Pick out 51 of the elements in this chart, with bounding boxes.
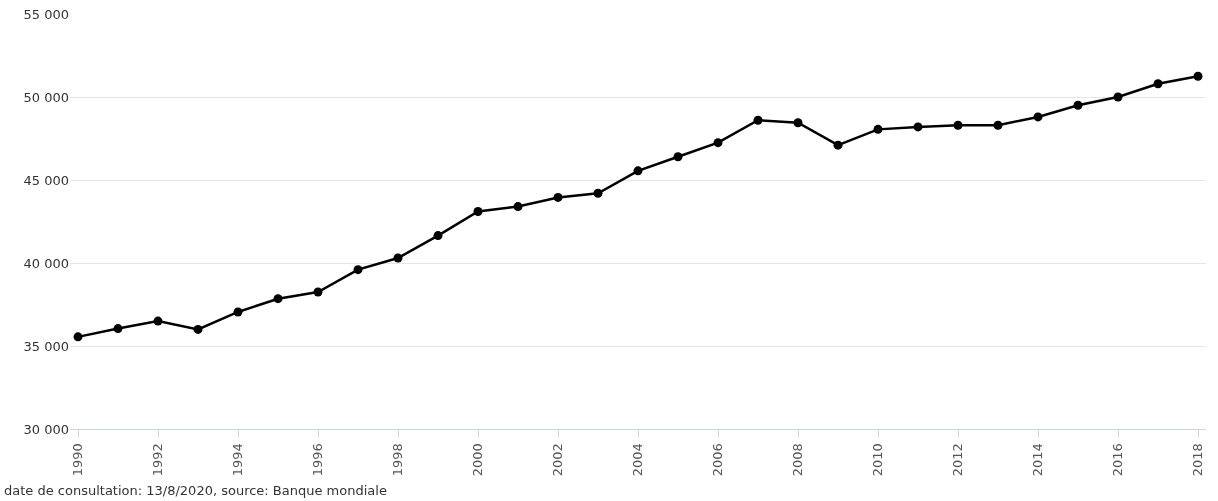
- x-tick-label: 2014: [1030, 443, 1046, 477]
- point: [473, 207, 483, 217]
- x-tick-label: 2006: [710, 443, 726, 477]
- point: [193, 324, 203, 334]
- x-tick-label: 2002: [550, 443, 566, 477]
- y-tick-label: 50 000: [23, 89, 69, 105]
- point: [1113, 92, 1123, 102]
- point: [353, 265, 363, 275]
- point: [273, 294, 283, 304]
- point: [953, 120, 963, 130]
- point: [873, 124, 883, 134]
- x-tick-label: 2018: [1190, 443, 1206, 477]
- x-tick-label: 1992: [150, 443, 166, 477]
- point: [633, 166, 643, 176]
- point: [713, 138, 723, 148]
- point: [313, 287, 323, 297]
- x-tick-label: 1994: [230, 443, 246, 477]
- point: [73, 332, 83, 342]
- point: [113, 324, 123, 334]
- point: [433, 231, 443, 241]
- x-tick-label: 2012: [950, 443, 966, 477]
- point: [1033, 112, 1043, 122]
- point: [593, 188, 603, 198]
- x-tick-label: 1998: [390, 443, 406, 477]
- point: [553, 192, 563, 202]
- text: date de consultation: 13/8/2020, source: Banque mondiale: [4, 483, 387, 498]
- y-tick-label: 30 000: [23, 421, 69, 437]
- point: [793, 118, 803, 128]
- point: [753, 115, 763, 125]
- y-tick-label: 55 000: [23, 6, 69, 22]
- x-tick-label: 2016: [1110, 443, 1126, 477]
- point: [673, 152, 683, 162]
- x-tick-label: 2000: [470, 443, 486, 477]
- point: [153, 316, 163, 326]
- point: [833, 140, 843, 150]
- point: [1073, 100, 1083, 110]
- point: [233, 307, 243, 317]
- x-tick-label: 2010: [870, 443, 886, 477]
- y-tick-label: 40 000: [23, 255, 69, 271]
- point: [913, 122, 923, 132]
- x-tick-label: 2008: [790, 443, 806, 477]
- x-tick-label: 1996: [310, 443, 326, 477]
- point: [513, 202, 523, 212]
- y-tick-label: 35 000: [23, 338, 69, 354]
- point: [1153, 79, 1163, 89]
- x-tick-label: 1990: [70, 443, 86, 477]
- x-tick-label: 2004: [630, 443, 646, 477]
- point: [393, 253, 403, 263]
- y-tick-label: 45 000: [23, 172, 69, 188]
- point: [1193, 71, 1203, 81]
- point: [993, 120, 1003, 130]
